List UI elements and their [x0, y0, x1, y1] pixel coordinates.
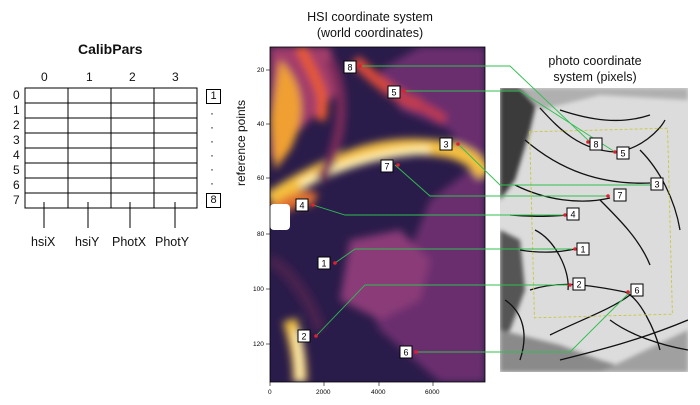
svg-text:8: 8 — [347, 63, 352, 73]
hsi-y-tick-100: 100 — [253, 286, 264, 293]
hsi-y-tick-80: 80 — [257, 231, 265, 238]
hsi-marker-7: 7 — [380, 159, 394, 173]
hsi-marker-8: 8 — [343, 60, 357, 74]
ellipsis-dots: · · · · · · — [210, 106, 214, 190]
svg-text:4: 4 — [570, 210, 575, 220]
svg-text:8: 8 — [593, 140, 598, 150]
svg-text:2: 2 — [301, 332, 306, 342]
photo-title: photo coordinate system (pixels) — [548, 54, 642, 84]
hsi-title: HSI coordinate system (world coordinates… — [307, 10, 433, 40]
hsi-x-tick-2000: 2000 — [316, 389, 331, 396]
photo-marker-1: 1 — [576, 242, 590, 256]
label-hsix: hsiX — [31, 235, 56, 249]
photo-marker-8: 8 — [589, 137, 603, 151]
reference-point-first: 1 — [206, 89, 221, 104]
row-header-2: 2 — [13, 118, 20, 132]
connector-lines — [312, 65, 653, 353]
svg-text:7: 7 — [617, 191, 622, 201]
hsi-y-tick-20: 20 — [257, 67, 265, 74]
reference-point-last: 8 — [206, 193, 221, 208]
row-header-0: 0 — [13, 88, 20, 102]
hsi-marker-6: 6 — [399, 345, 413, 359]
hsi-x-tick-6000: 6000 — [425, 389, 440, 396]
photo-marker-7: 7 — [613, 188, 627, 202]
column-header-1: 1 — [86, 70, 93, 84]
photo-marker-3: 3 — [650, 177, 664, 191]
hsi-marker-3: 3 — [439, 137, 453, 151]
column-header-0: 0 — [41, 70, 48, 84]
photo-marker-4: 4 — [566, 207, 580, 221]
hsi-marker-4: 4 — [295, 198, 309, 212]
svg-text:1: 1 — [321, 259, 326, 269]
row-header-5: 5 — [13, 163, 20, 177]
svg-text:7: 7 — [384, 162, 389, 172]
svg-text:2: 2 — [576, 280, 581, 290]
region-of-interest — [529, 127, 673, 319]
calib-pars-title: CalibPars — [78, 41, 143, 57]
svg-text:1: 1 — [580, 245, 585, 255]
hsi-x-tick-0: 0 — [268, 389, 272, 396]
photo-image — [500, 88, 688, 372]
column-header-2: 2 — [129, 70, 136, 84]
svg-text:6: 6 — [403, 348, 408, 358]
label-photy: PhotY — [155, 235, 190, 249]
photo-marker-5: 5 — [616, 146, 630, 160]
svg-text:5: 5 — [391, 88, 396, 98]
hsi-marker-1: 1 — [317, 256, 331, 270]
hsi-marker-2: 2 — [297, 329, 311, 343]
row-header-6: 6 — [13, 178, 20, 192]
hsi-y-tick-60: 60 — [257, 175, 265, 182]
svg-text:6: 6 — [634, 286, 639, 296]
row-header-1: 1 — [13, 103, 20, 117]
photo-marker-2: 2 — [572, 277, 586, 291]
svg-text:5: 5 — [620, 149, 625, 159]
hsi-x-tick-4000: 4000 — [371, 389, 386, 396]
column-header-3: 3 — [172, 70, 179, 84]
row-header-3: 3 — [13, 133, 20, 147]
label-photx: PhotX — [112, 235, 147, 249]
hsi-y-tick-40: 40 — [257, 121, 265, 128]
hsi-y-tick-120: 120 — [253, 341, 264, 348]
hsi-marker-5: 5 — [387, 85, 401, 99]
hsi-heatmap — [270, 47, 485, 382]
svg-text:3: 3 — [654, 180, 659, 190]
label-hsiy: hsiY — [75, 235, 100, 249]
svg-text:4: 4 — [299, 201, 304, 211]
svg-text:3: 3 — [443, 140, 448, 150]
row-header-4: 4 — [13, 148, 20, 162]
row-header-7: 7 — [13, 193, 20, 207]
photo-marker-6: 6 — [630, 283, 644, 297]
